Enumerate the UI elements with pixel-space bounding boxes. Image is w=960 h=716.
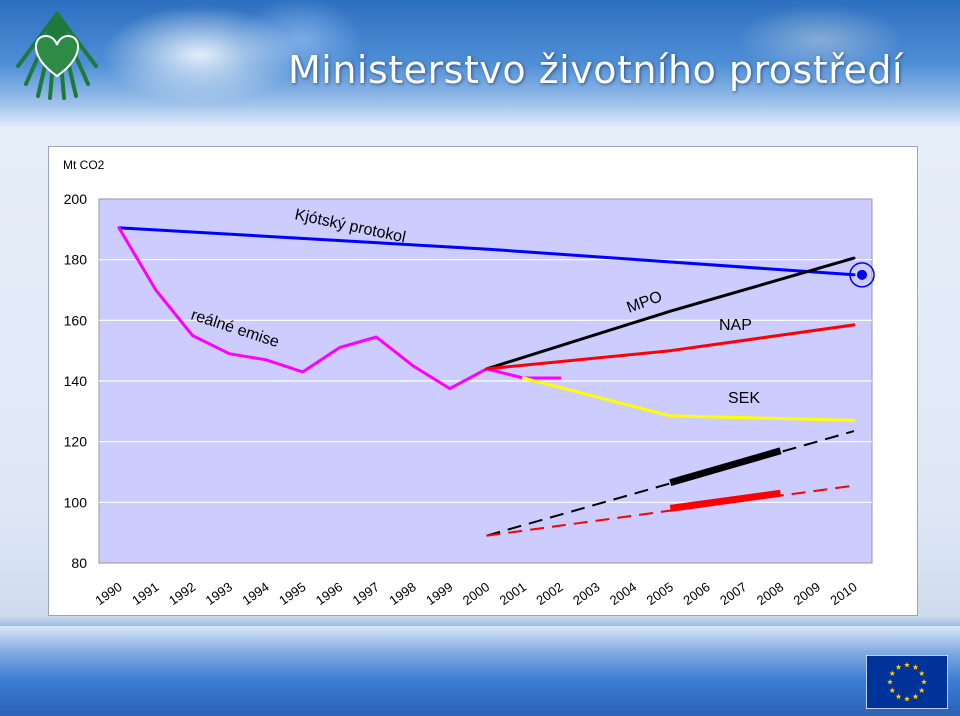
- series-annotation-4: SEK: [728, 390, 760, 407]
- x-tick-label-2003: 2003: [570, 579, 602, 608]
- y-tick-label-200: 200: [64, 191, 88, 207]
- series-line-sek: [521, 376, 856, 422]
- x-tick-label-1998: 1998: [386, 579, 418, 608]
- series-line-thick-8: [669, 489, 781, 512]
- series-line-kj-tsk-protokol: [117, 226, 856, 277]
- ministry-logo-icon: [16, 12, 98, 100]
- series-line-mpo: [485, 256, 856, 371]
- eu-star-4: [895, 693, 902, 700]
- eu-star-10: [912, 664, 919, 670]
- x-tick-label-2004: 2004: [607, 579, 639, 608]
- series-annotation-3: NAP: [719, 317, 752, 334]
- target-marker-ring: [849, 262, 875, 288]
- x-tick-label-2002: 2002: [533, 579, 565, 608]
- eu-flag-icon: [866, 655, 948, 709]
- footer-bar: [0, 626, 960, 716]
- series-line-nap: [485, 323, 856, 371]
- y-tick-label-120: 120: [64, 434, 88, 450]
- y-tick-label-80: 80: [71, 555, 87, 571]
- y-tick-label-180: 180: [64, 252, 88, 268]
- eu-star-9: [904, 662, 910, 668]
- y-tick-label-160: 160: [64, 312, 88, 328]
- eu-star-1: [918, 687, 925, 693]
- x-tick-label-1996: 1996: [313, 579, 345, 608]
- y-axis-label: Mt CO2: [63, 158, 105, 172]
- eu-star-5: [889, 687, 896, 693]
- eu-star-6: [887, 679, 893, 685]
- x-tick-label-1997: 1997: [350, 579, 382, 608]
- header-banner: Ministerstvo životního prostředí: [0, 0, 960, 128]
- page-title: Ministerstvo životního prostředí: [288, 48, 904, 92]
- series-line-dashed-5: [486, 430, 855, 537]
- y-tick-label-140: 140: [64, 373, 88, 389]
- y-tick-label-100: 100: [64, 494, 88, 510]
- x-tick-label-1994: 1994: [239, 579, 271, 608]
- series-line-thick-7: [669, 447, 782, 486]
- eu-star-0: [921, 679, 927, 685]
- eu-star-3: [904, 696, 910, 702]
- eu-star-11: [918, 670, 925, 676]
- x-tick-label-2006: 2006: [680, 579, 712, 608]
- x-tick-label-2005: 2005: [644, 579, 676, 608]
- chart-frame: Kjótský protokol reálné emise MPO NAP SEK 80…: [48, 146, 918, 616]
- target-marker-dot: [857, 269, 867, 280]
- x-tick-label-2007: 2007: [717, 579, 749, 608]
- eu-star-8: [895, 664, 902, 670]
- eu-star-7: [889, 670, 896, 676]
- x-tick-label-2009: 2009: [791, 579, 823, 608]
- x-tick-label-1990: 1990: [92, 579, 124, 608]
- x-tick-label-2000: 2000: [460, 579, 492, 608]
- x-tick-label-2001: 2001: [497, 579, 529, 608]
- eu-star-2: [912, 693, 919, 700]
- x-tick-label-1993: 1993: [203, 579, 235, 608]
- x-tick-label-1991: 1991: [129, 579, 161, 608]
- x-tick-label-1995: 1995: [276, 579, 308, 608]
- x-tick-label-1992: 1992: [166, 579, 198, 608]
- x-tick-label-2010: 2010: [827, 579, 859, 608]
- x-tick-label-1999: 1999: [423, 579, 455, 608]
- series-line-dashed-6: [486, 484, 855, 537]
- x-tick-label-2008: 2008: [754, 579, 786, 608]
